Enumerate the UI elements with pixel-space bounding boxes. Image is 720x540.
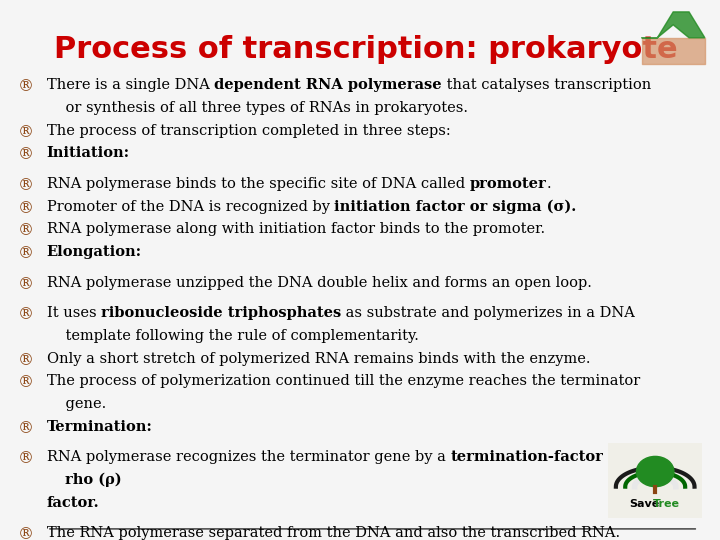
Text: factor.: factor. (47, 496, 99, 510)
Text: Elongation:: Elongation: (47, 245, 142, 259)
Text: Save: Save (629, 500, 659, 509)
Text: ®: ® (18, 306, 34, 323)
Text: It uses: It uses (47, 306, 101, 320)
Text: Termination:: Termination: (47, 420, 153, 434)
Text: ®: ® (18, 222, 34, 239)
Text: ®: ® (18, 177, 34, 194)
Text: RNA polymerase unzipped the DNA double helix and forms an open loop.: RNA polymerase unzipped the DNA double h… (47, 275, 592, 289)
Text: ®: ® (18, 352, 34, 369)
Text: called: called (603, 450, 652, 464)
Text: Only a short stretch of polymerized RNA remains binds with the enzyme.: Only a short stretch of polymerized RNA … (47, 352, 590, 366)
Text: RNA polymerase recognizes the terminator gene by a: RNA polymerase recognizes the terminator… (47, 450, 450, 464)
Text: that catalyses transcription: that catalyses transcription (442, 78, 651, 92)
Text: dependent RNA polymerase: dependent RNA polymerase (215, 78, 442, 92)
Text: ®: ® (18, 374, 34, 392)
Text: Initiation:: Initiation: (47, 146, 130, 160)
Text: or synthesis of all three types of RNAs in prokaryotes.: or synthesis of all three types of RNAs … (47, 101, 468, 115)
Polygon shape (642, 12, 705, 38)
Text: ®: ® (18, 275, 34, 293)
Circle shape (636, 456, 674, 487)
Text: ®: ® (18, 450, 34, 467)
Text: gene.: gene. (47, 397, 106, 411)
Text: ribonucleoside triphosphates: ribonucleoside triphosphates (101, 306, 341, 320)
Text: Process of transcription: prokaryote: Process of transcription: prokaryote (54, 35, 678, 64)
Text: Tree: Tree (653, 500, 680, 509)
FancyBboxPatch shape (603, 439, 707, 522)
Text: ®: ® (18, 200, 34, 217)
Text: rho (ρ): rho (ρ) (66, 473, 122, 487)
Text: ®: ® (18, 245, 34, 262)
Text: The process of transcription completed in three steps:: The process of transcription completed i… (47, 124, 451, 138)
Text: ®: ® (18, 146, 34, 163)
Text: promoter: promoter (469, 177, 546, 191)
Text: as substrate and polymerizes in a DNA: as substrate and polymerizes in a DNA (341, 306, 635, 320)
Text: RNA polymerase along with initiation factor binds to the promoter.: RNA polymerase along with initiation fac… (47, 222, 545, 237)
Text: There is a single DNA: There is a single DNA (47, 78, 215, 92)
Text: The RNA polymerase separated from the DNA and also the transcribed RNA.: The RNA polymerase separated from the DN… (47, 526, 620, 540)
Text: termination-factor: termination-factor (450, 450, 603, 464)
Text: ®: ® (18, 78, 34, 95)
Text: ®: ® (18, 526, 34, 540)
Text: The process of polymerization continued till the enzyme reaches the terminator: The process of polymerization continued … (47, 374, 640, 388)
Text: ®: ® (18, 124, 34, 140)
Text: template following the rule of complementarity.: template following the rule of complemen… (47, 329, 418, 343)
Text: initiation factor or sigma (σ).: initiation factor or sigma (σ). (334, 200, 577, 214)
Text: Promoter of the DNA is recognized by: Promoter of the DNA is recognized by (47, 200, 334, 214)
Text: .: . (546, 177, 551, 191)
Text: ®: ® (18, 420, 34, 437)
Text: RNA polymerase binds to the specific site of DNA called: RNA polymerase binds to the specific sit… (47, 177, 469, 191)
